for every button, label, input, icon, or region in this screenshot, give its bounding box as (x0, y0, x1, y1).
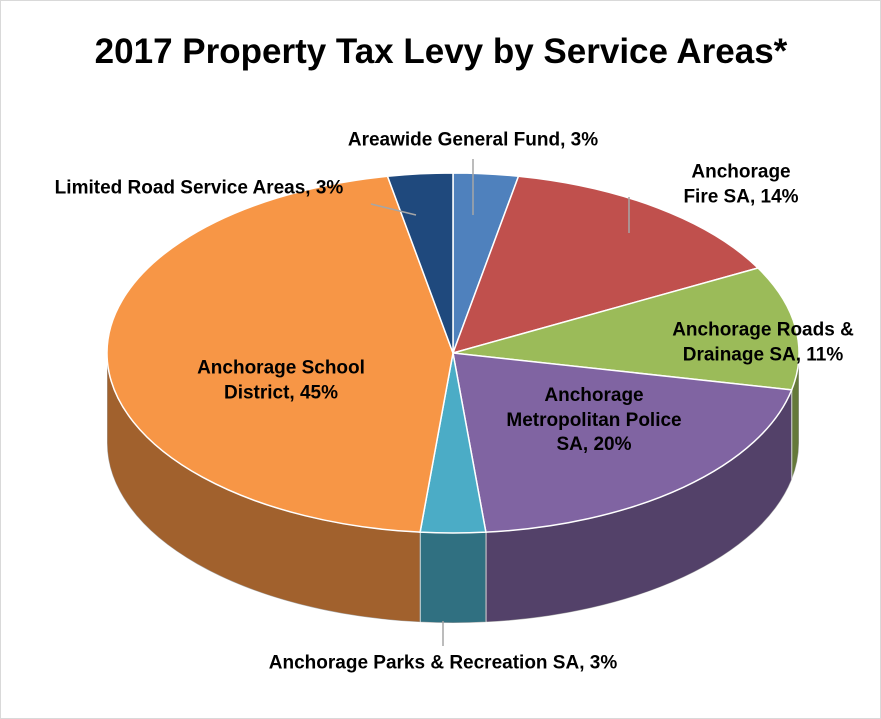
slice-side-shade (485, 389, 792, 623)
data-label: Limited Road Service Areas, 3% (54, 177, 344, 199)
chart-title: 2017 Property Tax Levy by Service Areas* (94, 32, 788, 71)
leader-line (370, 203, 417, 216)
data-label: Anchorage Roads & Drainage SA, 11% (672, 319, 854, 365)
slice-side-shade (791, 353, 799, 480)
data-label: Anchorage Metropolitan Police SA, 20% (506, 384, 682, 456)
slice (452, 267, 800, 391)
data-label: Anchorage School District, 45% (197, 357, 365, 403)
slice (452, 352, 793, 533)
data-label: Anchorage Parks & Recreation SA, 3% (268, 652, 618, 674)
slice-side-shade (420, 532, 486, 623)
data-label: Areawide General Fund, 3% (347, 129, 599, 151)
slice (451, 175, 760, 355)
slice (386, 172, 454, 354)
data-label: Anchorage Fire SA, 14% (683, 161, 799, 207)
slice (106, 175, 454, 533)
slice-side-shade (107, 353, 421, 623)
